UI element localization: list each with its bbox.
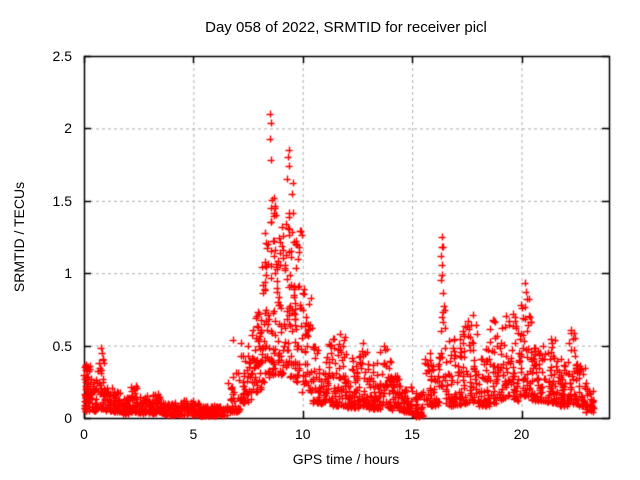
chart-title: Day 058 of 2022, SRMTID for receiver pic… [205,19,487,36]
y-axis-label: SRMTID / TECUs [11,181,27,293]
y-tick-label: 1.5 [52,192,72,209]
x-tick-label: 5 [189,426,198,442]
x-tick-label: 0 [80,426,88,442]
y-tick-label: 1 [64,265,72,282]
y-tick-label: 0 [64,410,72,426]
y-tick-label: 2.5 [52,48,72,64]
x-tick-label: 15 [404,426,420,442]
x-axis-label: GPS time / hours [292,451,400,467]
x-tick-label: 10 [294,426,311,442]
y-tick-label: 2 [64,120,72,137]
x-tick-label: 20 [513,426,530,442]
y-tick-label: 0.5 [52,337,72,354]
